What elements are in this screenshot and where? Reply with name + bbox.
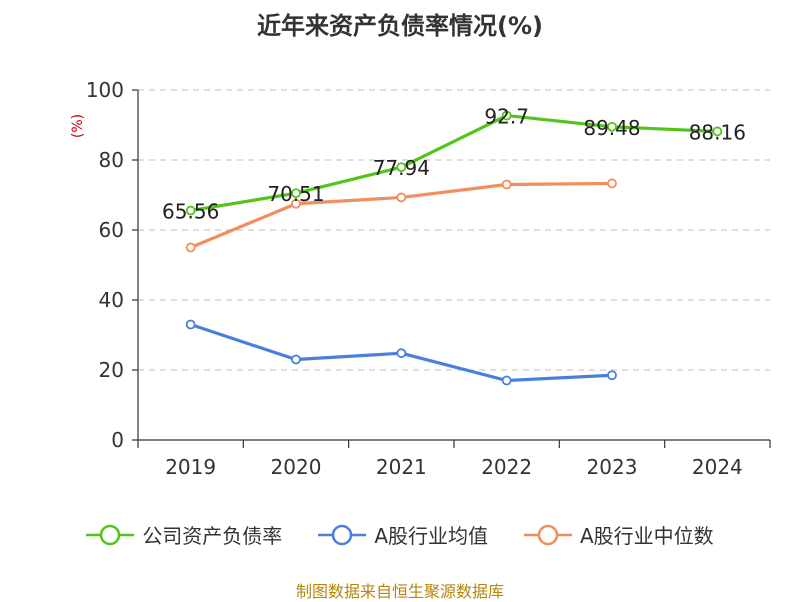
y-tick-label: 80 xyxy=(99,148,124,172)
legend-item: A股行业均值 xyxy=(318,520,488,549)
data-point xyxy=(291,188,301,199)
legend-label: A股行业中位数 xyxy=(580,524,714,548)
legend-label: A股行业均值 xyxy=(374,524,488,548)
y-tick-label: 60 xyxy=(99,218,124,242)
data-label: 70.51 xyxy=(267,182,324,206)
legend-marker-icon xyxy=(524,524,572,545)
data-label: 77.94 xyxy=(373,156,430,180)
data-label: 92.7 xyxy=(484,105,529,129)
data-point xyxy=(607,121,617,132)
data-point xyxy=(501,179,512,190)
data-point xyxy=(291,198,301,209)
legend-label: 公司资产负债率 xyxy=(142,524,283,548)
y-tick-label: 0 xyxy=(111,428,124,452)
x-tick-label: 2024 xyxy=(692,455,743,479)
y-tick-label: 40 xyxy=(99,288,124,312)
source-note: 制图数据来自恒生聚源数据库 xyxy=(295,582,504,601)
y-tick-label: 100 xyxy=(86,78,124,102)
x-tick-label: 2023 xyxy=(587,455,638,479)
data-point xyxy=(396,162,407,173)
x-tick-label: 2021 xyxy=(376,455,427,479)
data-point xyxy=(712,126,723,137)
series-line xyxy=(190,113,718,213)
data-point xyxy=(185,319,196,330)
legend-marker-icon xyxy=(86,524,135,545)
data-label: 65.56 xyxy=(162,200,219,224)
y-axis-label: (%) xyxy=(70,114,86,138)
legend-item: A股行业中位数 xyxy=(524,520,714,549)
x-tick-label: 2020 xyxy=(271,455,322,479)
data-point xyxy=(185,242,196,253)
data-label: 88.16 xyxy=(689,120,746,144)
data-point xyxy=(501,110,512,121)
data-point xyxy=(291,354,301,365)
x-tick-label: 2019 xyxy=(165,455,216,479)
chart-title: 近年来资产负债率情况(%) xyxy=(257,12,543,40)
data-point xyxy=(185,205,196,216)
legend-marker-icon xyxy=(318,524,367,545)
y-tick-label: 20 xyxy=(99,358,124,382)
x-tick-label: 2022 xyxy=(481,455,532,479)
data-point xyxy=(501,375,512,386)
legend-item: 公司资产负债率 xyxy=(86,520,282,549)
data-point xyxy=(396,348,407,359)
data-point xyxy=(607,370,617,381)
data-point xyxy=(607,178,617,189)
legend: 公司资产负债率 A股行业均值 A股行业中位数 xyxy=(0,520,800,549)
data-label: 89.48 xyxy=(583,116,640,140)
line-chart: 0 20 40 60 80 100(%) 2019 2020 2021 2022 2023 2024 6… xyxy=(70,78,771,479)
data-point xyxy=(396,192,407,203)
